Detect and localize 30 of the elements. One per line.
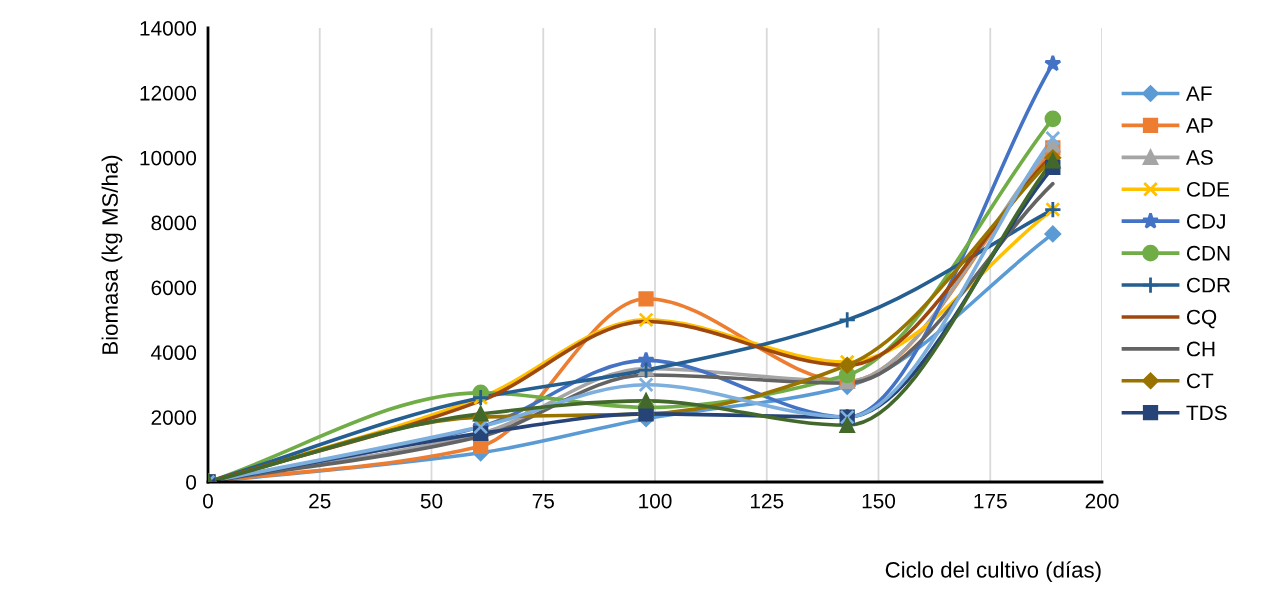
legend-label: CDJ bbox=[1187, 213, 1225, 229]
legend-label: CDE bbox=[1187, 182, 1230, 197]
x-tick-label: 200 bbox=[1085, 493, 1119, 509]
x-tick-label: 100 bbox=[639, 493, 672, 509]
legend-label: TDS bbox=[1186, 405, 1227, 421]
legend-label: CQ bbox=[1187, 309, 1217, 329]
x-tick-label: 125 bbox=[750, 493, 784, 509]
y-tick-label: 12000 bbox=[140, 85, 197, 101]
legend-label: AP bbox=[1185, 118, 1213, 133]
x-axis-title: Ciclo del cultivo (días) bbox=[885, 561, 1101, 583]
x-tick-label: 50 bbox=[420, 493, 443, 509]
y-tick-label: 10000 bbox=[140, 150, 197, 166]
legend-label: AS bbox=[1185, 150, 1213, 165]
y-tick-label: 2000 bbox=[151, 410, 197, 425]
y-tick-label: 6000 bbox=[151, 280, 197, 296]
y-tick-label: 8000 bbox=[151, 215, 197, 231]
x-tick-label: 175 bbox=[974, 493, 1007, 509]
x-tick-label: 75 bbox=[532, 493, 554, 509]
y-axis-title: Biomasa (kg MS/ha) bbox=[101, 155, 123, 354]
legend-label: CDN bbox=[1187, 245, 1230, 261]
x-tick-label: 25 bbox=[309, 493, 331, 509]
legend-label: CDR bbox=[1187, 277, 1231, 293]
x-tick-label: 150 bbox=[862, 493, 896, 509]
legend-label: CH bbox=[1187, 341, 1215, 357]
y-tick-label: 0 bbox=[186, 475, 197, 490]
legend-label: AF bbox=[1185, 86, 1212, 101]
y-tick-label: 14000 bbox=[140, 21, 197, 36]
y-tick-label: 4000 bbox=[151, 345, 197, 361]
x-tick-label: 0 bbox=[203, 493, 213, 509]
legend-label: CT bbox=[1187, 373, 1214, 389]
